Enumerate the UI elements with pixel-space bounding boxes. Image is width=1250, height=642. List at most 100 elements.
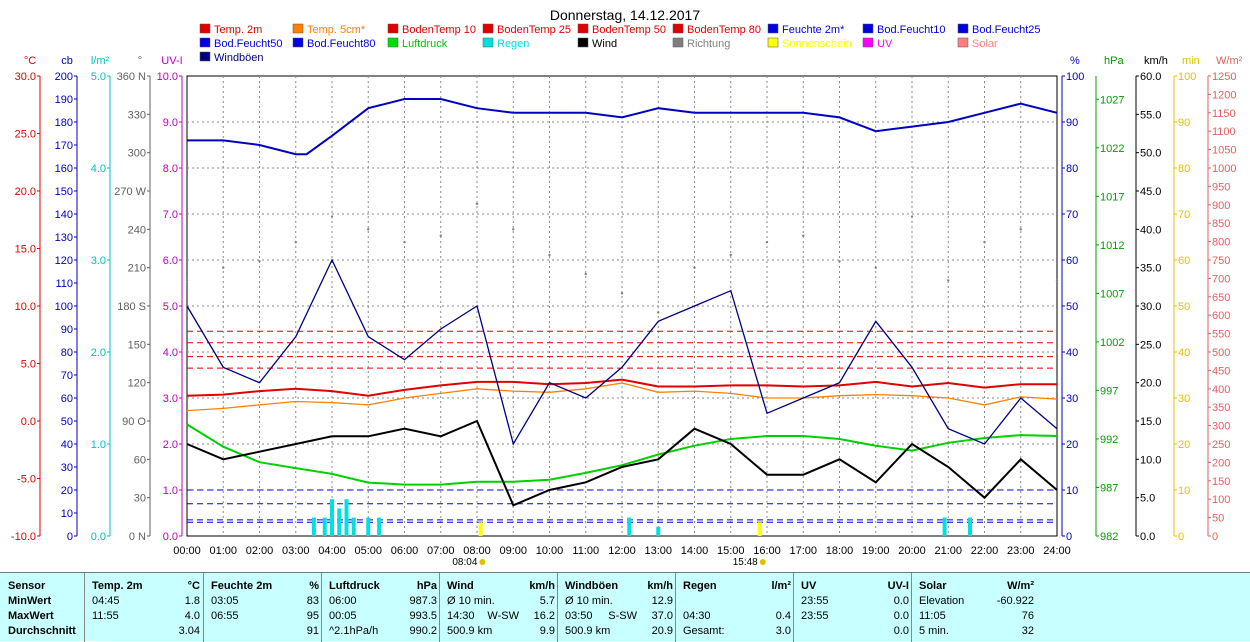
- axis-tick-label: 110: [55, 278, 73, 290]
- series-line-temp-5cm-: [186, 382, 1058, 412]
- axis-tick-label: 80: [1178, 163, 1190, 175]
- legend-label: Regen: [497, 38, 529, 50]
- axis-tick-label: 50: [1212, 513, 1224, 525]
- stats-separator: [557, 573, 558, 642]
- stats-time-label: 06:55: [211, 610, 239, 622]
- direction-point: [874, 266, 877, 269]
- weather-chart: 00:00 01:00 02:00 03:00 04:00 05:00 06:00 07:00…: [11, 7, 1243, 568]
- stats-time-label: 04:30: [683, 610, 711, 622]
- axis-tick-label: 987: [1100, 482, 1118, 494]
- direction-point: [1055, 279, 1059, 282]
- legend-label: Bod.Feucht10: [877, 24, 946, 36]
- axis-tick-label: 60: [1066, 255, 1078, 267]
- x-tick-label: 10:00: [536, 545, 564, 557]
- axis-tick-label: 90 O: [122, 416, 146, 428]
- axis-tick-label: 10.0: [1140, 454, 1161, 466]
- axis-tick-label: 0: [67, 531, 73, 543]
- bar-regen: [377, 517, 382, 536]
- stats-time-label: Elevation: [919, 595, 965, 607]
- direction-point: [802, 234, 805, 237]
- sun-marker-icon: [479, 559, 486, 565]
- stats-separator: [84, 573, 85, 642]
- axis-tick-label: 170: [55, 140, 73, 152]
- x-tick-label: 13:00: [644, 545, 672, 557]
- axis-tick-label: 100: [1178, 71, 1196, 83]
- axis-tick-label: 0: [1066, 531, 1072, 543]
- legend-swatch: [767, 37, 779, 48]
- axis-tick-label: 30.0: [15, 71, 36, 83]
- legend-label: BodenTemp 50: [592, 24, 666, 36]
- bar-regen: [627, 517, 632, 536]
- stats-group-name: Regen: [683, 580, 717, 592]
- stats-time-label: 11:05: [919, 610, 946, 622]
- axis-tick-label: 0: [1212, 531, 1218, 543]
- series-line-feuchte-2m-: [187, 98, 1058, 156]
- axis-tick-label: 10.0: [15, 301, 36, 313]
- stats-direction-label: S-SW: [608, 610, 637, 622]
- stats-value: -60.922: [996, 595, 1034, 607]
- axis-tick-label: 30: [61, 462, 73, 474]
- stats-direction-label: W-SW: [487, 610, 519, 622]
- axis-tick-label: 50: [1066, 301, 1078, 313]
- stats-time-label: 11:55: [92, 610, 119, 622]
- x-tick-label: 16:00: [753, 545, 781, 557]
- axis-tick-label: 180 S: [117, 301, 146, 313]
- axis-tick-label: 55.0: [1140, 109, 1161, 121]
- axis-tick-label: 5.0: [21, 359, 36, 371]
- axis-tick-label: 1002: [1100, 337, 1124, 349]
- stats-value: 993.5: [409, 610, 437, 622]
- bar-regen: [351, 517, 356, 536]
- axis-tick-label: 200: [55, 71, 73, 83]
- x-tick-label: 12:00: [608, 545, 636, 557]
- stats-row-label-sensor: Sensor: [8, 580, 46, 592]
- weather-chart-area: 00:00 01:00 02:00 03:00 04:00 05:00 06:00 07:00…: [11, 7, 1243, 568]
- axis-tick-label: 1012: [1100, 240, 1124, 252]
- legend-swatch: [577, 37, 589, 48]
- axis-tick-label: 150: [128, 339, 146, 351]
- axis-tick-label: 30.0: [1140, 301, 1161, 313]
- axis-tick-label: 25.0: [15, 129, 36, 141]
- stats-separator: [203, 573, 204, 642]
- axis-tick-label: 0 N: [129, 531, 146, 543]
- legend-label: Sonnenschein: [782, 38, 852, 50]
- chart-title: Donnerstag, 14.12.2017: [550, 7, 700, 23]
- axis-tick-label: 1150: [1212, 108, 1236, 120]
- direction-point: [222, 266, 225, 269]
- axis-tick-label: 8.0: [163, 163, 178, 175]
- axis-unit-label: UV-I: [161, 55, 182, 67]
- axis-unit-label: cb: [61, 55, 73, 67]
- x-tick-label: 23:00: [1007, 545, 1035, 557]
- axis-tick-label: 4.0: [163, 347, 178, 359]
- axis-tick-label: 100: [1212, 494, 1230, 506]
- direction-point: [403, 240, 406, 244]
- axis-tick-label: 90: [1066, 117, 1078, 129]
- stats-value: 0.0: [893, 595, 909, 607]
- axis-tick-label: 60.0: [1140, 71, 1161, 83]
- stats-group-unit: W/m²: [1007, 580, 1034, 592]
- stats-group-name: Feuchte 2m: [211, 580, 273, 592]
- axis-tick-label: 0.0: [21, 416, 36, 428]
- bar-regen: [344, 499, 349, 536]
- stats-time-label: 04:45: [92, 595, 120, 607]
- x-tick-label: 05:00: [354, 545, 382, 557]
- legend-label: Bod.Feucht25: [972, 24, 1041, 36]
- stats-value: 990.2: [409, 625, 437, 637]
- stats-value: 9.9: [539, 625, 555, 637]
- axis-tick-label: 1017: [1100, 191, 1124, 203]
- stats-separator: [439, 573, 440, 642]
- x-tick-label: 21:00: [934, 545, 962, 557]
- legend-label: BodenTemp 10: [402, 24, 476, 36]
- stats-separator: [793, 573, 794, 642]
- direction-point: [185, 279, 189, 282]
- legend-label: Temp. 5cm*: [307, 24, 366, 36]
- stats-value: 3.0: [775, 625, 791, 637]
- bar-regen: [656, 526, 661, 536]
- axis-tick-label: 90: [61, 324, 73, 336]
- legend-swatch: [199, 23, 211, 34]
- bar-regen: [322, 517, 327, 536]
- axis-tick-label: 330: [128, 109, 146, 121]
- axis-tick-label: 200: [1212, 457, 1230, 469]
- axis-tick-label: 500: [1212, 347, 1230, 359]
- legend-label: Luftdruck: [402, 38, 448, 50]
- stats-group-name: Wind: [447, 580, 474, 592]
